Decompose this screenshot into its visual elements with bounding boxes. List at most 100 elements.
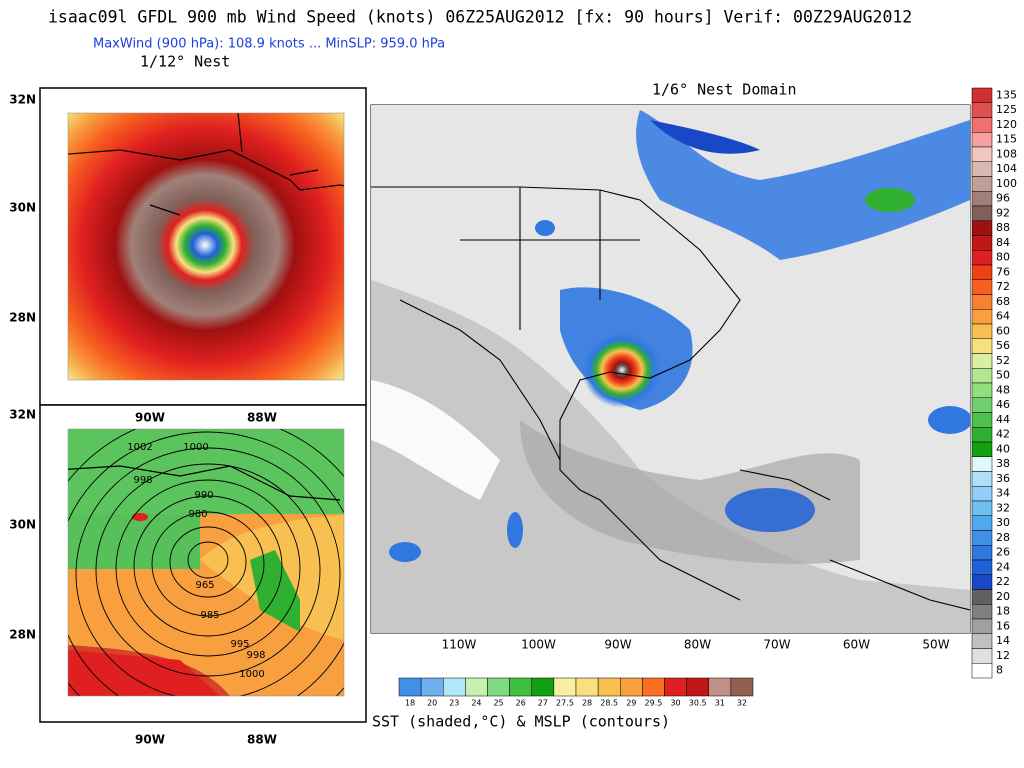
- contour-label: 965: [195, 580, 214, 591]
- sst-colorbar: 18 20 23 24 25 26 27 27.5 28 28.5 29 29.5 30 30.5 31 32: [398, 677, 754, 708]
- colorbar-label: 100: [996, 177, 1017, 190]
- colorbar-label: 8: [996, 664, 1003, 677]
- colorbar-label: 30.5: [689, 699, 707, 708]
- lon-label: 90W: [135, 411, 165, 425]
- colorbar-label: 27: [538, 699, 548, 708]
- colorbar-label: 28: [582, 699, 592, 708]
- color-swatch: [531, 677, 555, 697]
- color-swatch: [971, 604, 993, 620]
- lat-label: 28N: [9, 628, 36, 642]
- lat-label: 30N: [9, 201, 36, 215]
- colorbar-label: 12: [996, 649, 1010, 662]
- color-swatch: [971, 412, 993, 428]
- color-swatch: [487, 677, 510, 697]
- color-swatch: [971, 545, 993, 561]
- color-swatch: [971, 530, 993, 546]
- color-swatch: [971, 220, 993, 236]
- lon-label: 100W: [521, 638, 556, 652]
- color-swatch: [971, 368, 993, 384]
- color-swatch: [971, 279, 993, 295]
- color-swatch: [971, 574, 993, 590]
- color-swatch: [730, 677, 754, 697]
- subtitle: MaxWind (900 hPa): 108.9 knots ... MinSL…: [93, 37, 445, 52]
- colorbar-label: 25: [493, 699, 503, 708]
- color-swatch: [971, 515, 993, 531]
- colorbar-label: 18: [405, 699, 415, 708]
- contour-label: 1000: [183, 442, 208, 453]
- color-swatch: [420, 677, 444, 697]
- color-swatch: [971, 146, 993, 162]
- colorbar-label: 96: [996, 192, 1010, 205]
- color-swatch: [971, 309, 993, 325]
- color-swatch: [971, 382, 993, 398]
- colorbar-label: 52: [996, 354, 1010, 367]
- lon-label: 80W: [684, 638, 711, 652]
- contour-label: 1000: [239, 669, 264, 680]
- color-swatch: [971, 264, 993, 280]
- color-swatch: [664, 677, 687, 697]
- colorbar-label: 20: [427, 699, 437, 708]
- contour-label: 980: [188, 509, 207, 520]
- colorbar-label: 32: [737, 699, 747, 708]
- contour-label: 995: [230, 639, 249, 650]
- color-swatch: [971, 618, 993, 634]
- colorbar-label: 125: [996, 103, 1017, 116]
- color-swatch: [971, 633, 993, 649]
- contour-label: 998: [246, 650, 265, 661]
- colorbar-label: 50: [996, 369, 1010, 382]
- color-swatch: [971, 132, 993, 148]
- domain-label: 1/6° Nest Domain: [652, 81, 797, 99]
- wind-map: [68, 113, 344, 380]
- wind-colorbar: 1351251201151081041009692888480767268646…: [971, 87, 1017, 679]
- colorbar-label: 16: [996, 619, 1010, 632]
- color-swatch: [971, 589, 993, 605]
- lon-label: 88W: [247, 411, 277, 425]
- color-swatch: [971, 323, 993, 339]
- color-swatch: [971, 191, 993, 207]
- colorbar-label: 14: [996, 634, 1010, 647]
- color-swatch: [971, 161, 993, 177]
- color-swatch: [971, 117, 993, 133]
- colorbar-label: 23: [449, 699, 459, 708]
- colorbar-label: 24: [471, 699, 481, 708]
- color-swatch: [971, 663, 993, 679]
- colorbar-label: 24: [996, 560, 1010, 573]
- colorbar-label: 72: [996, 280, 1010, 293]
- colorbar-label: 30: [670, 699, 680, 708]
- contour-label: 985: [200, 610, 219, 621]
- colorbar-label: 88: [996, 221, 1010, 234]
- color-swatch: [971, 338, 993, 354]
- colorbar-label: 80: [996, 251, 1010, 264]
- lon-label: 90W: [135, 733, 165, 747]
- colorbar-label: 84: [996, 236, 1010, 249]
- color-swatch: [971, 486, 993, 502]
- colorbar-label: 18: [996, 605, 1010, 618]
- colorbar-label: 31: [715, 699, 725, 708]
- lon-label: 60W: [843, 638, 870, 652]
- colorbar-label: 30: [996, 516, 1010, 529]
- contour-label: 998: [133, 475, 152, 486]
- lat-label: 32N: [9, 408, 36, 422]
- contour-label: 1002: [127, 442, 152, 453]
- color-swatch: [597, 677, 621, 697]
- colorbar-label: 56: [996, 339, 1010, 352]
- color-swatch: [642, 677, 665, 697]
- color-swatch: [971, 353, 993, 369]
- color-swatch: [398, 677, 422, 697]
- color-swatch: [971, 471, 993, 487]
- colorbar-label: 26: [516, 699, 526, 708]
- contour-label: 990: [194, 490, 213, 501]
- color-swatch: [971, 250, 993, 266]
- left-labels: 32N 30N 28N 32N 30N 28N 90W 88W 90W 88W 1002 1000 99…: [9, 93, 277, 747]
- color-swatch: [509, 677, 532, 697]
- color-swatch: [971, 397, 993, 413]
- color-swatch: [686, 677, 709, 697]
- sst-map: [68, 429, 344, 696]
- colorbar-label: 108: [996, 147, 1017, 160]
- colorbar-label: 29: [626, 699, 636, 708]
- colorbar-label: 22: [996, 575, 1010, 588]
- color-swatch: [971, 441, 993, 457]
- lat-label: 32N: [9, 93, 36, 107]
- lat-label: 30N: [9, 518, 36, 532]
